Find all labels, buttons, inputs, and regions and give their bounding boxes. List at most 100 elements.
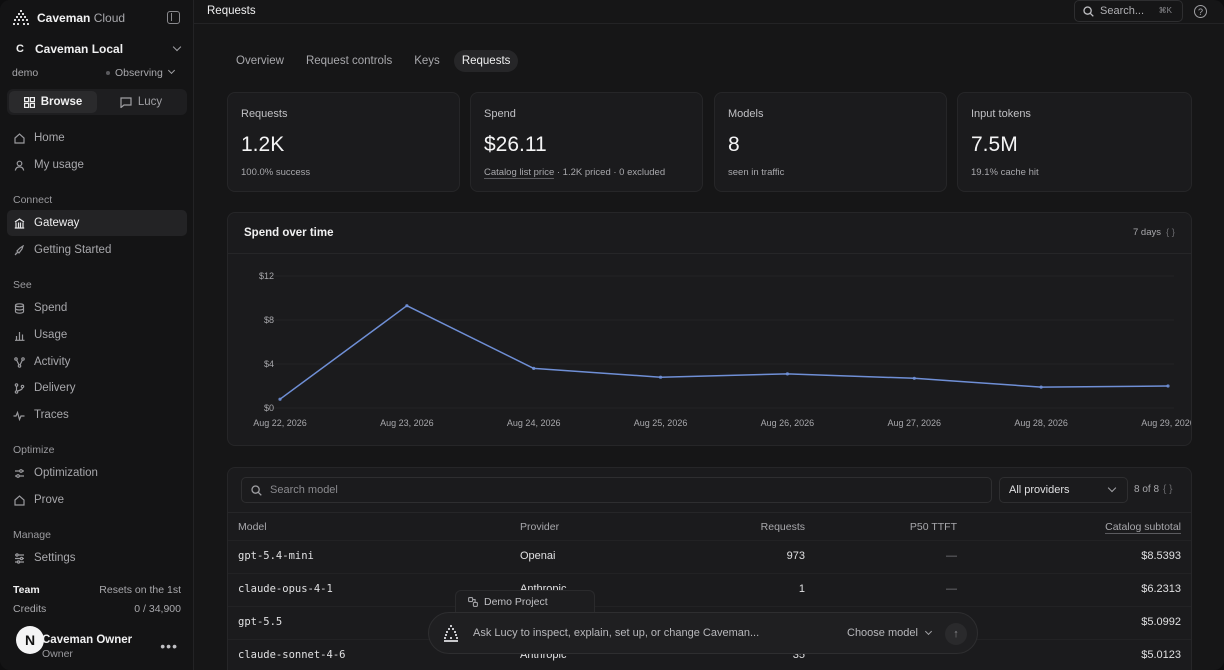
nav-item-my-usage[interactable]: My usage: [7, 152, 187, 178]
lucy-mode-button[interactable]: Lucy: [97, 91, 185, 113]
nav-label: Prove: [34, 494, 65, 506]
browse-label: Browse: [40, 96, 83, 108]
column-header[interactable]: Provider: [520, 521, 560, 533]
x-tick-label: Aug 25, 2026: [634, 418, 688, 428]
nav-item-activity[interactable]: Activity: [7, 349, 187, 375]
nav-label: Traces: [34, 409, 69, 421]
spend-data-point[interactable]: [912, 376, 916, 380]
nav-item-getting-started[interactable]: Getting Started: [7, 237, 187, 263]
spend-series-line[interactable]: [279, 304, 1169, 400]
nav-item-optimization[interactable]: Optimization: [7, 460, 187, 486]
team-reset-note: Resets on the 1st: [99, 584, 181, 596]
nav-label: Activity: [34, 356, 71, 368]
project-name: Demo Project: [484, 595, 548, 608]
ttft-cell: —: [946, 583, 957, 595]
collapse-sidebar-icon[interactable]: [167, 11, 180, 24]
nav-label: Gateway: [34, 217, 80, 229]
tab-requests[interactable]: Requests: [453, 50, 519, 72]
stat-card-requests: Requests 1.2K 100.0% success: [227, 92, 460, 192]
org-switcher[interactable]: C Caveman Local: [12, 40, 182, 58]
table-header: Model Provider Requests P50 TTFT Catalog…: [228, 512, 1191, 540]
spend-data-point[interactable]: [1039, 385, 1043, 389]
column-header-sorted[interactable]: Catalog subtotal: [1105, 521, 1181, 534]
provider-filter-value: All providers: [1009, 484, 1070, 496]
choose-model-select[interactable]: Choose model: [847, 627, 932, 639]
stat-value: 8: [728, 133, 740, 156]
nav-label: Home: [34, 132, 65, 144]
browse-mode-button[interactable]: Browse: [9, 91, 97, 113]
nav-label: Settings: [34, 552, 76, 564]
stat-label: Input tokens: [971, 108, 1031, 120]
ttft-cell: —: [946, 550, 957, 562]
y-tick-label: $4: [264, 359, 274, 369]
stat-sub: Catalog list price · 1.2K priced · 0 exc…: [484, 167, 665, 179]
nav-item-prove[interactable]: Prove: [7, 487, 187, 513]
lucy-label: Lucy: [137, 96, 163, 108]
user-menu[interactable]: N Caveman Owner Owner •••: [14, 626, 184, 660]
spend-data-point[interactable]: [785, 372, 790, 376]
table-row[interactable]: gpt-5.4-mini Openai 973 — $8.5393: [228, 540, 1191, 573]
subtotal-cell: $6.2313: [1141, 583, 1181, 595]
more-icon[interactable]: •••: [160, 638, 178, 654]
tab-keys[interactable]: Keys: [414, 55, 440, 67]
column-header[interactable]: Model: [238, 521, 267, 533]
grid-icon: [23, 96, 35, 108]
spend-data-point[interactable]: [278, 397, 282, 401]
chevron-down-icon: [1107, 483, 1117, 493]
model-search-input[interactable]: Search model: [241, 477, 992, 503]
database-icon: [13, 302, 25, 314]
nav-label: Optimization: [34, 467, 98, 479]
x-tick-label: Aug 27, 2026: [888, 418, 942, 428]
table-row[interactable]: claude-opus-4-1 Anthropic 1 — $6.2313: [228, 573, 1191, 606]
user-role: Owner: [42, 648, 73, 660]
spend-data-point[interactable]: [1166, 384, 1170, 388]
column-header[interactable]: Requests: [760, 521, 805, 533]
help-icon[interactable]: ?: [1194, 5, 1207, 18]
nav-item-gateway[interactable]: Gateway: [7, 210, 187, 236]
global-search[interactable]: Search... ⌘K: [1074, 0, 1183, 22]
team-label: Team: [13, 584, 40, 596]
spend-data-point[interactable]: [658, 375, 663, 379]
building-icon: [13, 217, 25, 229]
row-count: 8 of 8{ }: [1134, 484, 1173, 495]
nav-label: Getting Started: [34, 244, 112, 256]
nav-item-delivery[interactable]: Delivery: [7, 375, 187, 401]
chart-range-selector[interactable]: 7 days { }: [1133, 227, 1175, 238]
stat-card-spend: Spend $26.11 Catalog list price · 1.2K p…: [470, 92, 703, 192]
user-name: Caveman Owner: [42, 634, 133, 646]
avatar: N: [16, 626, 44, 654]
brand[interactable]: Caveman Cloud: [12, 8, 125, 28]
project-context-tag[interactable]: Demo Project: [455, 590, 595, 612]
home-icon: [13, 494, 25, 506]
provider-cell: Openai: [520, 550, 556, 562]
nav-item-spend[interactable]: Spend: [7, 295, 187, 321]
nav-label: Spend: [34, 302, 68, 314]
catalog-price-link[interactable]: Catalog list price: [484, 167, 555, 179]
nav-section-connect: Connect: [13, 194, 53, 206]
spend-data-point[interactable]: [532, 366, 536, 370]
nav-item-traces[interactable]: Traces: [7, 402, 187, 428]
model-search-placeholder: Search model: [270, 484, 338, 496]
expand-icon[interactable]: { }: [1163, 484, 1173, 495]
environment-status-select[interactable]: Observing: [106, 67, 163, 79]
tab-overview[interactable]: Overview: [236, 55, 284, 67]
nav-item-usage[interactable]: Usage: [7, 322, 187, 348]
spend-data-point[interactable]: [405, 304, 409, 308]
chat-icon: [120, 96, 132, 108]
table-row[interactable]: gpt-5.5 $5.0992: [228, 606, 1191, 639]
nav-item-home[interactable]: Home: [7, 125, 187, 151]
y-tick-label: $0: [264, 403, 274, 413]
provider-filter-select[interactable]: All providers: [999, 477, 1128, 503]
lucy-prompt-input[interactable]: Ask Lucy to inspect, explain, set up, or…: [473, 627, 760, 639]
chevron-down-icon: [924, 627, 932, 636]
tab-request-controls[interactable]: Request controls: [305, 55, 393, 67]
subtotal-cell: $8.5393: [1141, 550, 1181, 562]
send-button[interactable]: ↑: [945, 623, 967, 645]
x-tick-label: Aug 22, 2026: [253, 418, 307, 428]
lucy-prompt-bar: Ask Lucy to inspect, explain, set up, or…: [428, 612, 978, 654]
nav-label: Usage: [34, 329, 68, 341]
nav-item-settings[interactable]: Settings: [7, 545, 187, 571]
stat-value: $26.11: [484, 133, 547, 156]
model-cell: gpt-5.4-mini: [238, 550, 314, 562]
column-header[interactable]: P50 TTFT: [909, 521, 957, 533]
